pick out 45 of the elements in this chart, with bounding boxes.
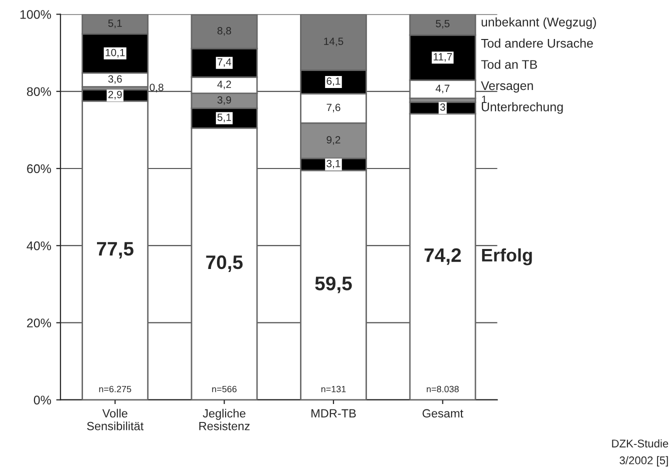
series-label: Tod an TB <box>481 60 537 69</box>
data-label: 4,7 <box>436 84 450 94</box>
data-label: 3 <box>440 103 446 111</box>
data-label: 7,6 <box>326 104 340 112</box>
series-label: Versagen <box>480 81 533 93</box>
data-label: 5,1 <box>217 114 232 122</box>
y-tick-label: 20% <box>27 318 52 328</box>
x-tick-label: Volle Sensibilität <box>87 408 144 430</box>
data-label: 10,1 <box>106 48 125 58</box>
y-tick-label: 40% <box>26 241 52 250</box>
y-tick-label: 60% <box>27 164 52 174</box>
x-tick-label: Jegliche Resistenz <box>199 408 250 430</box>
data-label: 9,2 <box>326 136 340 145</box>
data-label: 5,1 <box>108 20 122 28</box>
data-label: 0,8 <box>150 84 164 92</box>
data-label: 3,6 <box>108 75 122 84</box>
text: DZK-Studie 3/2002 [5] <box>612 439 668 466</box>
data-label: 14,5 <box>324 38 344 46</box>
series-label: Unterbrechung <box>482 102 563 114</box>
series-label: Tod andere Ursache <box>481 38 593 48</box>
data-label: 5,5 <box>436 20 450 29</box>
data-label: 3,1 <box>326 160 340 168</box>
y-tick-label: 100% <box>20 10 52 19</box>
data-label: 8,8 <box>217 27 232 36</box>
data-label: 3,9 <box>217 96 232 105</box>
series-label: unbekannt (Wegzug) <box>482 17 596 29</box>
data-label: 70,5 <box>206 255 243 272</box>
x-tick-label: MDR-TB <box>312 409 356 418</box>
annotation: n=566 <box>212 386 237 392</box>
data-label: 7,4 <box>218 58 232 67</box>
series-label: Erfolg <box>482 248 532 266</box>
annotation: n=8.038 <box>426 386 459 392</box>
data-label: 2,9 <box>108 90 122 100</box>
data-label: 59,5 <box>315 276 352 294</box>
y-tick-label: 0% <box>34 396 52 404</box>
data-label: 4,2 <box>217 80 231 90</box>
annotation: n=6.275 <box>99 386 132 392</box>
y-tick-label: 80% <box>26 87 52 96</box>
data-label: 6,1 <box>326 77 340 86</box>
x-tick-label: Gesamt <box>422 409 464 418</box>
data-label: 77,5 <box>96 242 134 258</box>
data-label: 1 <box>482 96 487 103</box>
data-label: 74,2 <box>424 248 461 265</box>
data-label: 11,7 <box>434 53 452 62</box>
annotation: n=131 <box>321 386 346 392</box>
